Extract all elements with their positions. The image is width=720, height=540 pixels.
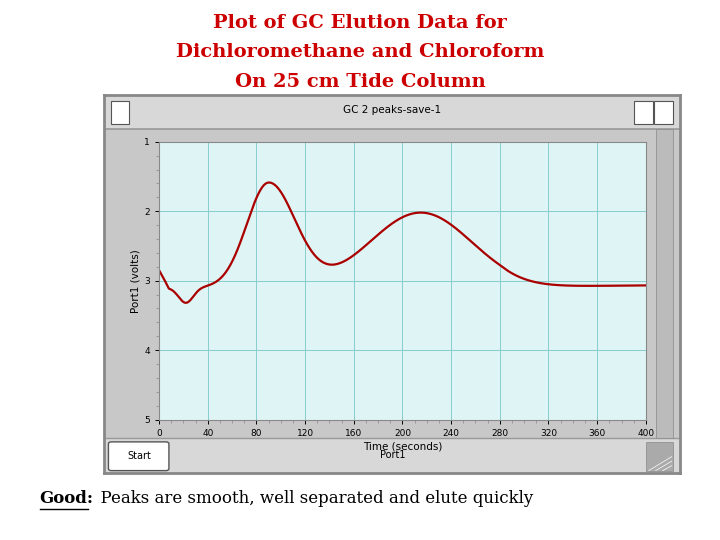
FancyBboxPatch shape [109, 442, 169, 470]
Text: Dichloromethane and Chloroform: Dichloromethane and Chloroform [176, 43, 544, 61]
Bar [104, 438, 680, 472]
Y-axis label: Port1 (volts): Port1 (volts) [130, 249, 140, 313]
Bar [656, 129, 673, 438]
Bar [654, 102, 673, 124]
Bar [634, 102, 653, 124]
Bar [112, 102, 129, 124]
Text: Plot of GC Elution Data for: Plot of GC Elution Data for [213, 14, 507, 31]
Polygon shape [646, 442, 673, 470]
Text: On 25 cm Tide Column: On 25 cm Tide Column [235, 73, 485, 91]
Bar [104, 94, 680, 129]
Text: Good:: Good: [40, 490, 94, 507]
Text: Port1: Port1 [379, 450, 405, 461]
Text: Peaks are smooth, well separated and elute quickly: Peaks are smooth, well separated and elu… [90, 490, 534, 507]
X-axis label: Time (seconds): Time (seconds) [363, 442, 442, 452]
Text: Start: Start [127, 451, 151, 461]
Text: GC 2 peaks-save-1: GC 2 peaks-save-1 [343, 105, 441, 116]
